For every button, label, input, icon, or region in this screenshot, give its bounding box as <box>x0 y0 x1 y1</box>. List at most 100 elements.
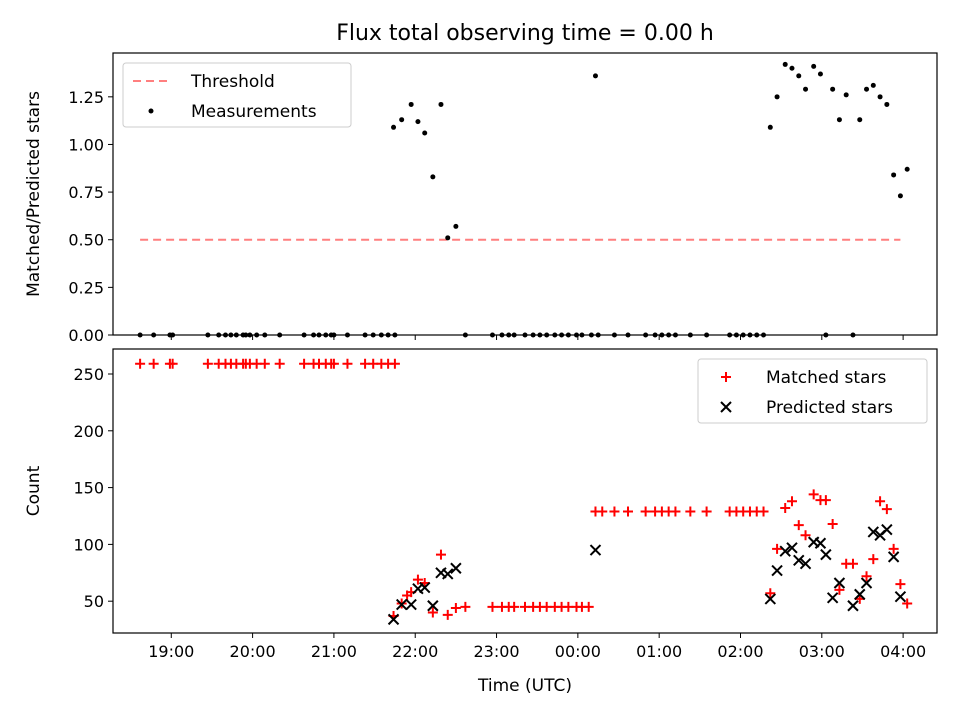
data-point <box>891 172 897 178</box>
data-point <box>904 166 910 172</box>
data-point <box>895 579 906 590</box>
data-point <box>389 358 400 369</box>
data-point <box>875 496 886 507</box>
data-point <box>764 593 777 605</box>
x-tick-label: 22:00 <box>392 642 438 661</box>
y-tick-label: 150 <box>73 479 104 498</box>
data-point <box>881 523 893 536</box>
data-point <box>854 588 866 601</box>
data-point <box>894 590 907 603</box>
legend-handle <box>720 401 732 413</box>
data-point <box>811 63 817 69</box>
data-point <box>640 506 651 517</box>
data-point <box>415 119 421 125</box>
data-point <box>765 588 776 599</box>
data-point <box>827 518 838 529</box>
data-point <box>408 101 414 107</box>
x-tick-label: 20:00 <box>230 642 276 661</box>
legend-label: Threshold <box>190 72 275 92</box>
data-point <box>772 543 783 554</box>
data-point <box>405 598 417 611</box>
data-point <box>902 598 913 609</box>
data-point <box>148 358 159 369</box>
flux-ratio-panel: 0.00 0.25 0.50 0.75 1.00 1.25 Matched/Predicte… <box>24 52 938 345</box>
data-point <box>387 613 400 626</box>
data-point <box>826 592 839 604</box>
series-predicted-stars <box>387 523 907 626</box>
data-point <box>583 601 594 612</box>
data-point <box>867 526 880 538</box>
data-point <box>857 117 863 123</box>
data-point <box>592 73 598 79</box>
x-tick-label: 01:00 <box>636 642 682 661</box>
data-point <box>782 61 788 67</box>
data-point <box>701 506 712 517</box>
data-point <box>834 584 845 595</box>
y-tick-label: 1.00 <box>68 135 104 154</box>
legend-box <box>122 62 352 128</box>
data-point <box>860 577 873 589</box>
axes-frame <box>112 348 938 634</box>
data-point <box>623 506 633 517</box>
data-point <box>259 358 270 369</box>
data-point <box>800 530 811 541</box>
data-point <box>328 358 339 369</box>
data-point <box>799 557 812 570</box>
data-point <box>843 92 849 98</box>
y-tick-label: 200 <box>73 422 104 441</box>
data-point <box>793 554 805 567</box>
data-point <box>814 537 827 549</box>
data-point <box>884 101 890 107</box>
star-count-panel: 19:00 20:00 21:00 22:00 23:00 00:00 01:00 02:00… <box>24 348 938 696</box>
legend-box <box>697 358 928 424</box>
data-point <box>487 601 498 612</box>
data-point <box>779 545 791 557</box>
legend-handle <box>148 108 154 114</box>
axes-frame <box>112 52 938 336</box>
legend-label: Predicted stars <box>766 398 893 418</box>
data-point <box>767 124 773 130</box>
y-tick-label: 0.50 <box>68 231 104 250</box>
data-point <box>453 223 459 229</box>
data-point <box>422 130 428 136</box>
y-tick-label: 50 <box>84 592 104 611</box>
data-point <box>793 520 804 531</box>
data-point <box>803 86 809 92</box>
data-point <box>670 506 681 517</box>
data-point <box>419 581 431 594</box>
data-point <box>786 542 798 554</box>
x-tick-label: 23:00 <box>473 642 519 661</box>
data-point <box>609 506 620 517</box>
data-point <box>597 506 608 517</box>
data-point <box>847 600 859 612</box>
y-tick-label: 100 <box>73 535 104 554</box>
y-axis-label: Count <box>24 465 44 516</box>
x-tick-label: 00:00 <box>555 642 601 661</box>
x-tick-label: 04:00 <box>880 642 926 661</box>
legend: Threshold Measurements <box>122 62 352 128</box>
data-point <box>870 82 876 88</box>
x-axis-label: Time (UTC) <box>477 676 572 696</box>
data-point <box>135 358 146 369</box>
data-point <box>774 94 780 100</box>
data-point <box>861 571 872 582</box>
data-point <box>771 564 783 577</box>
data-point <box>167 358 178 369</box>
x-tick-label: 19:00 <box>148 642 194 661</box>
data-point <box>274 358 285 369</box>
data-point <box>299 358 310 369</box>
data-point <box>445 235 451 241</box>
data-point <box>438 101 444 107</box>
data-point <box>427 607 438 618</box>
data-point <box>460 601 471 612</box>
y-tick-label: 0.25 <box>68 278 104 297</box>
data-point <box>509 601 520 612</box>
data-point <box>808 489 819 500</box>
data-point <box>758 506 769 517</box>
data-point <box>450 603 461 614</box>
data-point <box>450 562 462 574</box>
data-point <box>877 94 883 100</box>
y-axis-label: Matched/Predicted stars <box>24 91 44 297</box>
y-tick-label: 0.75 <box>68 183 104 202</box>
